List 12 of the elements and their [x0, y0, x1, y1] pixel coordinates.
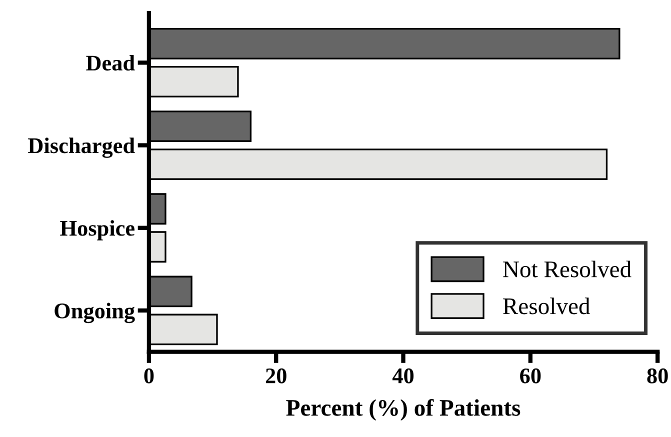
x-tick-label: 40 [392, 368, 414, 384]
y-tick-label: Ongoing [54, 302, 135, 324]
y-tick-label: Dead [86, 54, 135, 71]
y-tick-label: Hospice [60, 220, 134, 240]
x-tick-label: 20 [266, 368, 286, 384]
x-tick-label: 80 [647, 368, 668, 384]
x-axis-title: Percent (%) of Patients [286, 399, 520, 421]
y-tick-label: Discharged [28, 138, 135, 158]
x-tick-label: 0 [144, 368, 154, 384]
x-tick-label: 60 [520, 368, 541, 384]
legend-label: Not Resolved [503, 260, 632, 278]
legend-label: Resolved [503, 298, 590, 314]
